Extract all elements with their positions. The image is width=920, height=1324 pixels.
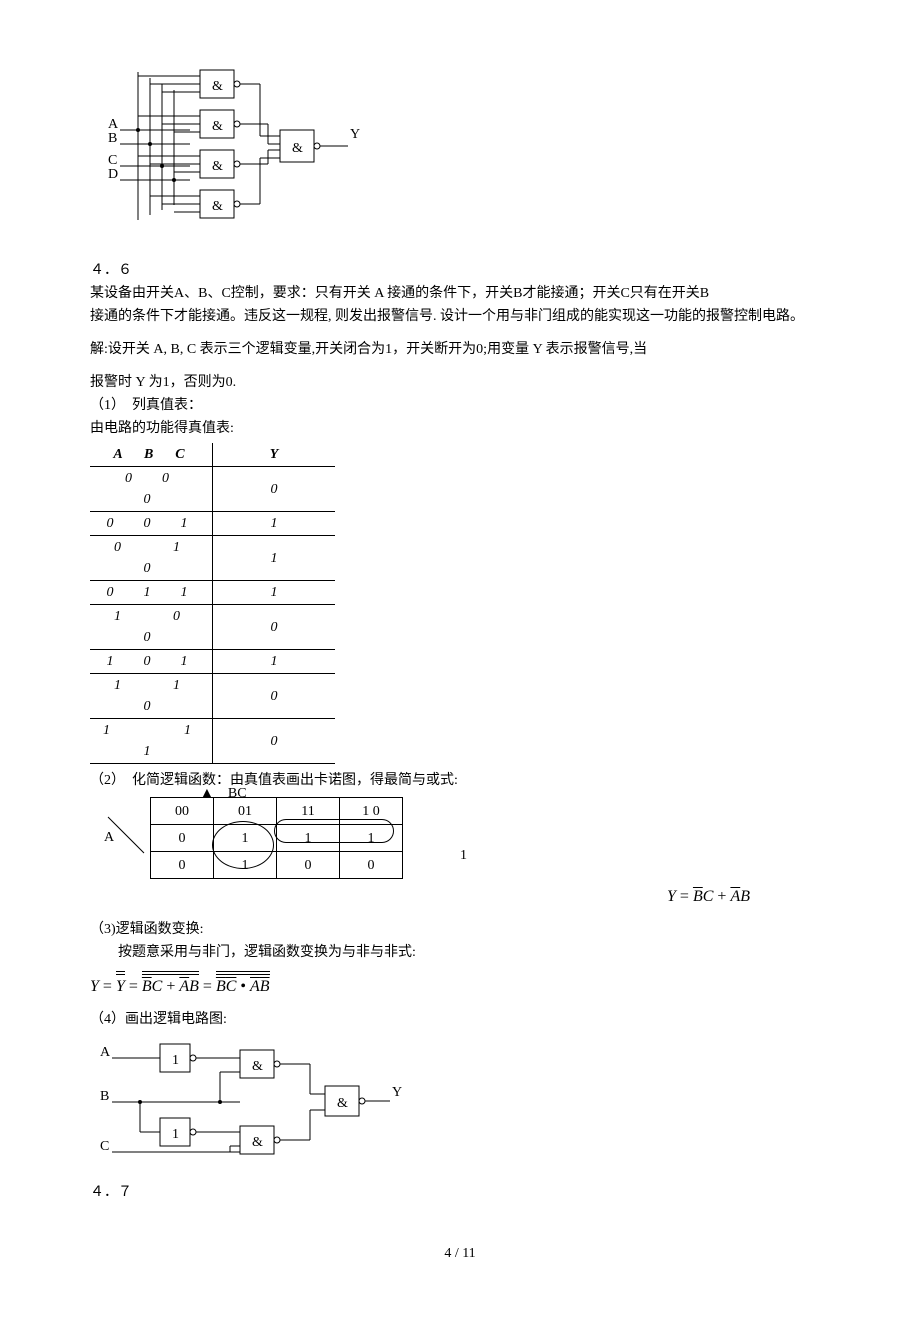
nand-top: & — [240, 1050, 280, 1078]
input-a-label: A — [108, 117, 119, 132]
svg-text:C: C — [100, 1139, 109, 1154]
svg-text:B: B — [100, 1089, 109, 1104]
svg-text:&: & — [212, 119, 223, 134]
problem-number-47: ４．７ — [90, 1182, 830, 1203]
problem-46-text-1: 某设备由开关A、B、C控制，要求：只有开关 A 接通的条件下，开关B才能接通；开… — [90, 283, 830, 304]
svg-text:&: & — [252, 1135, 263, 1150]
svg-text:&: & — [212, 159, 223, 174]
nand-gate-2: & — [200, 110, 240, 138]
circuit-diagram-2: A B C 1 1 & & & Y — [90, 1032, 410, 1172]
svg-text:A: A — [104, 830, 115, 845]
step4-label: （4）画出逻辑电路图: — [90, 1009, 830, 1030]
nand-gate-1: & — [200, 70, 240, 98]
input-c-label: C — [108, 153, 117, 168]
svg-text:1: 1 — [172, 1127, 179, 1142]
problem-number-46: ４．６ — [90, 260, 830, 281]
solution-intro-2: 报警时 Y 为1，否则为0. — [90, 372, 830, 393]
solution-intro: 解:设开关 A, B, C 表示三个逻辑变量,开关闭合为1，开关断开为0;用变量… — [90, 339, 830, 360]
svg-text:&: & — [292, 141, 303, 156]
step3-text: 按题意采用与非门，逻辑函数变换为与非与非式: — [90, 942, 830, 963]
nand-gate-out: & — [280, 130, 320, 162]
svg-text:1: 1 — [172, 1053, 179, 1068]
nand-gate-3: & — [200, 150, 240, 178]
svg-text:&: & — [212, 79, 223, 94]
inverter-a: 1 — [160, 1044, 196, 1072]
circuit-diagram-1: A B C D & & & & & Y — [90, 60, 370, 250]
step3-label: （3)逻辑函数变换: — [90, 919, 830, 940]
nand-bottom: & — [240, 1126, 280, 1154]
svg-text:&: & — [337, 1096, 348, 1111]
svg-text:Y: Y — [392, 1085, 402, 1100]
output-y-label: Y — [350, 127, 360, 142]
step1-label: （1） 列真值表： — [90, 395, 830, 416]
problem-46-text-2: 接通的条件下才能接通。违反这一规程, 则发出报警信号. 设计一个用与非门组成的能… — [90, 306, 830, 327]
input-d-label: D — [108, 167, 118, 182]
inverter-b: 1 — [160, 1118, 196, 1146]
svg-text:A: A — [100, 1045, 111, 1060]
nand-gate-4: & — [200, 190, 240, 218]
nand-out: & — [325, 1086, 365, 1116]
step3-equation: Y = Y = BC + AB = BC • AB — [90, 975, 830, 999]
step1-sub: 由电路的功能得真值表: — [90, 418, 830, 439]
svg-text:&: & — [252, 1059, 263, 1074]
truth-table: A B CY 0 0 000 0 110 1 010 1 111 0 001 0… — [90, 443, 335, 764]
kmap-result: Y = BC + AB — [90, 885, 830, 909]
svg-text:&: & — [212, 199, 223, 214]
input-b-label: B — [108, 131, 117, 146]
karnaugh-map: A ▲ BC 0001111 0 0111 0100 1 — [140, 797, 560, 879]
page-footer: 4 / 11 — [90, 1243, 830, 1264]
